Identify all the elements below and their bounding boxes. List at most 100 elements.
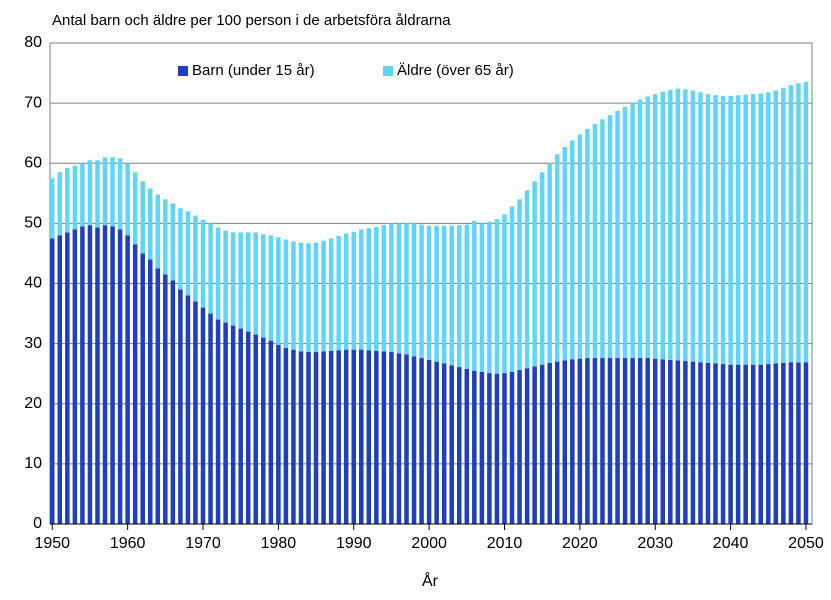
bar-segment (102, 157, 108, 226)
x-axis-label: År (422, 571, 439, 590)
bar-segment (585, 128, 590, 359)
bar-segment (268, 340, 274, 524)
bar-segment (132, 244, 138, 524)
bar-segment (336, 350, 341, 524)
bar-segment (351, 349, 357, 524)
bar-segment (178, 289, 183, 524)
bar-segment (283, 239, 289, 348)
bar-segment (652, 94, 658, 359)
bar-segment (457, 367, 462, 524)
bar-segment (660, 359, 666, 524)
bar-segment (238, 328, 243, 524)
bar-segment (690, 90, 696, 362)
bar-segment (668, 359, 673, 524)
bar-segment (366, 350, 372, 524)
bar-segment (200, 307, 206, 524)
bar-segment (524, 190, 530, 369)
bar-segment (208, 313, 213, 524)
bar-segment (193, 215, 198, 302)
bar-segment (321, 240, 326, 352)
bar-segment (426, 359, 432, 524)
bar-segment (479, 371, 485, 524)
bar-segment (185, 211, 191, 296)
bar-segment (313, 352, 319, 524)
bar-segment (585, 358, 590, 524)
bar-segment (750, 94, 756, 365)
bar-segment (464, 224, 470, 369)
bar-segment (87, 225, 93, 524)
bar-segment (532, 181, 537, 367)
bar-segment (419, 224, 424, 359)
bar-segment (720, 364, 726, 524)
bar-segment (283, 347, 289, 524)
bar-segment (652, 358, 658, 524)
bar-segment (230, 325, 236, 524)
bar-segment (668, 89, 673, 360)
bar-segment (705, 94, 711, 363)
bar-segment (80, 163, 85, 227)
bar-segment (502, 214, 507, 374)
bar-segment (803, 362, 809, 524)
bar-segment (155, 194, 161, 269)
bar-segment (215, 319, 221, 524)
bar-segment (570, 359, 575, 524)
bar-segment (57, 172, 63, 236)
x-tick-label: 2040 (713, 535, 749, 552)
bar-segment (441, 225, 447, 364)
y-tick-label: 40 (24, 275, 42, 292)
bar-segment (675, 88, 681, 361)
bar-segment (223, 322, 228, 524)
bar-segment (464, 368, 470, 524)
bar-segment (50, 238, 55, 524)
bar-segment (592, 358, 598, 524)
bar-segment (766, 92, 771, 365)
bar-segment (359, 229, 364, 350)
bar-segment (615, 110, 620, 359)
x-tick-label: 2050 (788, 535, 824, 552)
bar-segment (554, 154, 560, 362)
bar-segment (328, 350, 334, 524)
bar-segment (253, 232, 259, 335)
x-tick-label: 2020 (562, 535, 598, 552)
bar-segment (253, 334, 259, 524)
bar-segment (449, 225, 454, 366)
bar-segment (750, 364, 756, 524)
bar-segment (147, 188, 153, 260)
x-tick-label: 2000 (411, 535, 447, 552)
bar-segment (735, 364, 741, 524)
legend-swatch (178, 66, 188, 76)
bar-segment (404, 223, 409, 355)
bar-segment (502, 373, 507, 524)
bar-segment (487, 221, 492, 374)
bar-segment (517, 199, 522, 371)
x-tick-label: 1950 (34, 535, 70, 552)
bar-segment (261, 234, 266, 338)
bar-segment (110, 226, 115, 524)
bar-segment (102, 225, 108, 524)
legend-swatch (383, 66, 393, 76)
bar-segment (110, 157, 115, 227)
bar-segment (238, 232, 243, 329)
bar-segment (268, 235, 274, 341)
bar-segment (411, 223, 417, 357)
bar-segment (411, 356, 417, 524)
bar-segment (592, 124, 598, 359)
bar-segment (306, 243, 311, 353)
y-tick-label: 60 (24, 154, 42, 171)
bar-segment (758, 93, 764, 365)
bar-segment (419, 358, 424, 524)
bar-segment (245, 232, 251, 332)
bar-segment (570, 140, 575, 360)
bar-segment (683, 361, 688, 524)
bar-segment (532, 366, 537, 524)
bar-segment (125, 163, 130, 236)
bar-segment (65, 168, 70, 233)
bar-segment (291, 349, 296, 524)
bar-segment (622, 358, 628, 524)
bar-segment (95, 160, 100, 228)
bar-segment (660, 91, 666, 360)
bar-segment (351, 231, 357, 350)
bar-segment (615, 358, 620, 524)
bar-segment (607, 358, 613, 524)
